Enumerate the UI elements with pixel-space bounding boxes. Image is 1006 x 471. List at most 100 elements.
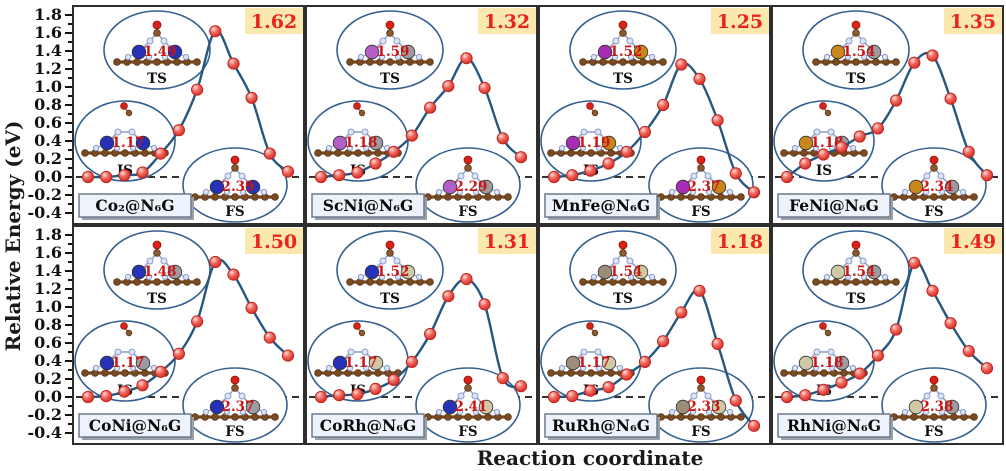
energy-data-point (926, 49, 939, 62)
bond-length-fs: 2.38 (921, 399, 954, 415)
barrier-badge: 1.49 (944, 228, 1002, 254)
panel-border (72, 5, 305, 225)
x-axis-title: Reaction coordinate (476, 446, 704, 470)
barrier-badge: 1.25 (711, 8, 769, 34)
energy-data-point (980, 169, 994, 182)
y-tick-mark (65, 378, 72, 380)
barrier-badge: 1.50 (245, 228, 303, 254)
energy-data-point (944, 92, 957, 105)
barrier-badge: 1.62 (245, 8, 303, 34)
y-tick-mark (65, 104, 72, 106)
y-tick-mark (65, 414, 72, 416)
y-minor-tick-mark (68, 167, 72, 169)
energy-data-point (835, 141, 848, 154)
bond-length-is: 1.18 (811, 135, 844, 151)
y-tick-mark (65, 212, 72, 214)
catalyst-name: Co₂@N₆G (95, 196, 174, 215)
inset-ts: 1.52 TS (336, 230, 444, 310)
energy-data-point (333, 169, 346, 182)
barrier-badge: 1.18 (711, 228, 769, 254)
inset-state-label: TS (613, 71, 633, 87)
y-tick-label: 1.0 (34, 297, 62, 316)
y-minor-tick-mark (68, 185, 72, 187)
energy-data-point (944, 317, 957, 330)
energy-data-point (281, 165, 295, 178)
energy-data-point (547, 390, 561, 404)
y-tick-label: 0.4 (34, 131, 62, 150)
energy-data-point (442, 80, 455, 93)
energy-data-point (620, 145, 633, 158)
bond-length-ts: 1.54 (610, 264, 643, 280)
y-minor-tick-mark (68, 279, 72, 281)
molecule-ts (812, 240, 900, 286)
bond-length-fs: 2.29 (455, 179, 488, 195)
y-minor-tick-mark (68, 423, 72, 425)
bond-length-is: 1.17 (345, 355, 378, 371)
energy-data-point (387, 145, 400, 158)
energy-data-point (81, 390, 95, 404)
y-tick-mark (65, 158, 72, 160)
y-tick-label: -0.2 (27, 185, 62, 204)
energy-data-point (729, 394, 742, 407)
energy-data-point (314, 390, 328, 404)
panel-border (305, 5, 538, 225)
energy-data-point (118, 169, 131, 182)
molecule-is (314, 322, 402, 377)
y-minor-tick-mark (68, 23, 72, 25)
barrier-value: 1.25 (717, 11, 763, 33)
y-tick-mark (65, 432, 72, 434)
catalyst-name: FeNi@N₆G (789, 196, 879, 215)
inset-state-label: TS (380, 291, 400, 307)
inset-state-label: TS (147, 291, 167, 307)
energy-data-point (890, 323, 903, 336)
y-tick-label: 0.6 (34, 333, 62, 352)
energy-data-point (602, 157, 615, 170)
y-tick-mark (65, 32, 72, 34)
bond-length-ts: 1.48 (144, 264, 177, 280)
y-minor-tick-mark (68, 387, 72, 389)
catalyst-label: MnFe@N₆G (544, 193, 660, 220)
energy-profile-panel: 1.54 TS 1.17IS 2.33 FS 1.18 RuRh@N₆G (538, 225, 771, 445)
molecule-ts (113, 20, 201, 66)
energy-data-point (263, 331, 276, 344)
barrier-value: 1.18 (717, 231, 763, 253)
energy-data-point (853, 367, 866, 380)
bond-length-fs: 2.34 (921, 179, 954, 195)
y-tick-mark (65, 86, 72, 88)
bond-length-ts: 1.52 (610, 44, 643, 60)
inset-state-label: IS (816, 163, 832, 179)
barrier-badge: 1.35 (944, 8, 1002, 34)
inset-ts: 1.48 TS (103, 230, 211, 310)
energy-data-point (780, 170, 794, 184)
y-tick-mark (65, 396, 72, 398)
barrier-value: 1.50 (251, 231, 297, 253)
inset-state-label: TS (846, 71, 866, 87)
inset-state-label: TS (613, 291, 633, 307)
y-tick-mark (65, 324, 72, 326)
y-tick-label: -0.2 (27, 405, 62, 424)
energy-data-point (638, 355, 652, 368)
catalyst-name: MnFe@N₆G (552, 196, 650, 215)
energy-data-point (100, 170, 113, 184)
energy-data-point (657, 335, 670, 348)
molecule-ts (579, 20, 667, 66)
y-tick-label: 0.2 (34, 149, 62, 168)
inset-fs: 2.41 FS (415, 367, 521, 443)
y-minor-tick-mark (68, 203, 72, 205)
energy-data-point (675, 58, 688, 71)
energy-data-point (799, 157, 812, 170)
y-tick-label: 0.2 (34, 369, 62, 388)
y-tick-mark (65, 140, 72, 142)
y-minor-tick-mark (68, 41, 72, 43)
y-minor-tick-mark (68, 405, 72, 407)
energy-data-point (442, 290, 455, 303)
energy-data-point (693, 284, 706, 297)
molecule-is (547, 322, 635, 377)
molecule-is (780, 322, 868, 377)
y-tick-mark (65, 342, 72, 344)
y-tick-label: 1.8 (34, 5, 62, 24)
energy-data-point (638, 125, 652, 139)
energy-data-point (154, 365, 167, 378)
